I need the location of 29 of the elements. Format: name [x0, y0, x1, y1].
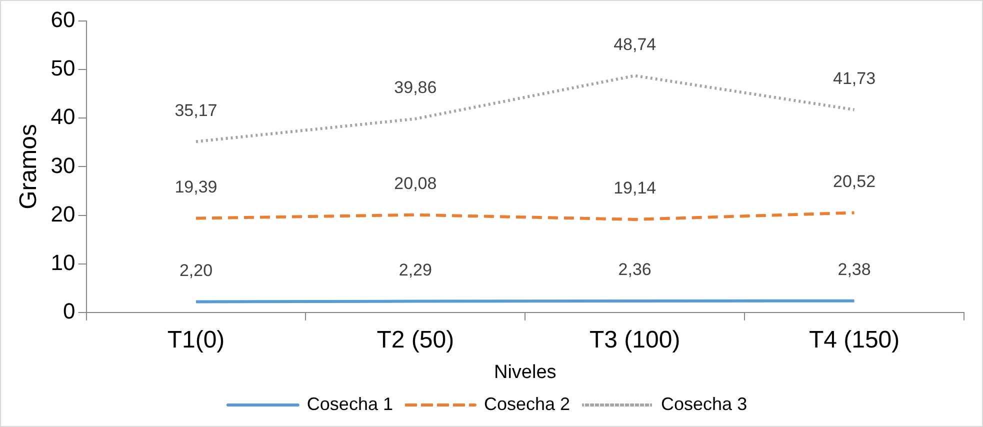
y-tick-label: 40 — [50, 104, 76, 130]
legend-label: Cosecha 1 — [306, 394, 393, 414]
y-tick-label: 20 — [50, 201, 76, 226]
data-label: 2,29 — [398, 260, 432, 280]
data-label: 48,74 — [614, 34, 656, 54]
line-series — [194, 211, 856, 221]
x-tick-label: T2 (50) — [376, 326, 454, 354]
data-label: 35,17 — [174, 100, 218, 120]
legend-label: Cosecha 3 — [661, 394, 748, 414]
data-label: 2,20 — [179, 260, 213, 280]
data-label: 19,14 — [614, 178, 656, 198]
y-tick-label: 0 — [63, 298, 76, 324]
y-axis-title: Gramos — [15, 124, 42, 210]
data-label: 2,38 — [838, 260, 871, 280]
x-tick-label: T4 (150) — [808, 326, 900, 354]
data-label: 39,86 — [394, 78, 437, 97]
x-tick-label: T1(0) — [167, 326, 225, 354]
data-label: 41,73 — [833, 68, 876, 88]
x-axis-title: Niveles — [494, 362, 556, 383]
y-tick-label: 30 — [50, 152, 76, 178]
data-label: 20,08 — [394, 174, 437, 194]
x-tick-label: T3 (100) — [590, 326, 680, 354]
y-tick-label: 50 — [50, 56, 76, 81]
data-label: 2,36 — [618, 260, 652, 280]
y-tick-label: 60 — [50, 7, 76, 32]
data-label: 19,39 — [174, 177, 218, 196]
data-label: 20,52 — [833, 172, 876, 191]
legend-label: Cosecha 2 — [484, 394, 570, 414]
y-tick-label: 10 — [50, 250, 76, 275]
